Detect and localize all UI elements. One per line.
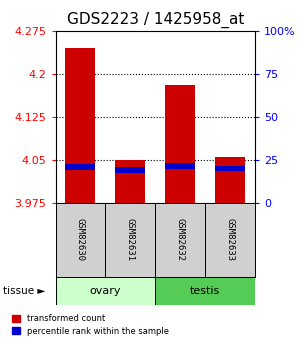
FancyBboxPatch shape xyxy=(56,203,105,277)
Legend: transformed count, percentile rank within the sample: transformed count, percentile rank withi… xyxy=(10,313,170,337)
Bar xyxy=(65,48,95,203)
Bar xyxy=(115,167,145,172)
Bar xyxy=(215,166,245,171)
FancyBboxPatch shape xyxy=(105,203,155,277)
Text: GSM82633: GSM82633 xyxy=(226,218,235,262)
FancyBboxPatch shape xyxy=(155,277,255,305)
Text: testis: testis xyxy=(190,286,220,296)
Title: GDS2223 / 1425958_at: GDS2223 / 1425958_at xyxy=(67,12,244,28)
Text: GSM82632: GSM82632 xyxy=(176,218,185,262)
Text: GSM82630: GSM82630 xyxy=(76,218,85,262)
Bar xyxy=(215,157,245,203)
Text: tissue ►: tissue ► xyxy=(3,286,45,296)
Text: ovary: ovary xyxy=(90,286,121,296)
Bar xyxy=(165,163,195,169)
Bar xyxy=(165,86,195,203)
FancyBboxPatch shape xyxy=(205,203,255,277)
Bar xyxy=(115,160,145,203)
FancyBboxPatch shape xyxy=(155,203,205,277)
Text: GSM82631: GSM82631 xyxy=(126,218,135,262)
Bar xyxy=(65,164,95,170)
FancyBboxPatch shape xyxy=(56,277,155,305)
